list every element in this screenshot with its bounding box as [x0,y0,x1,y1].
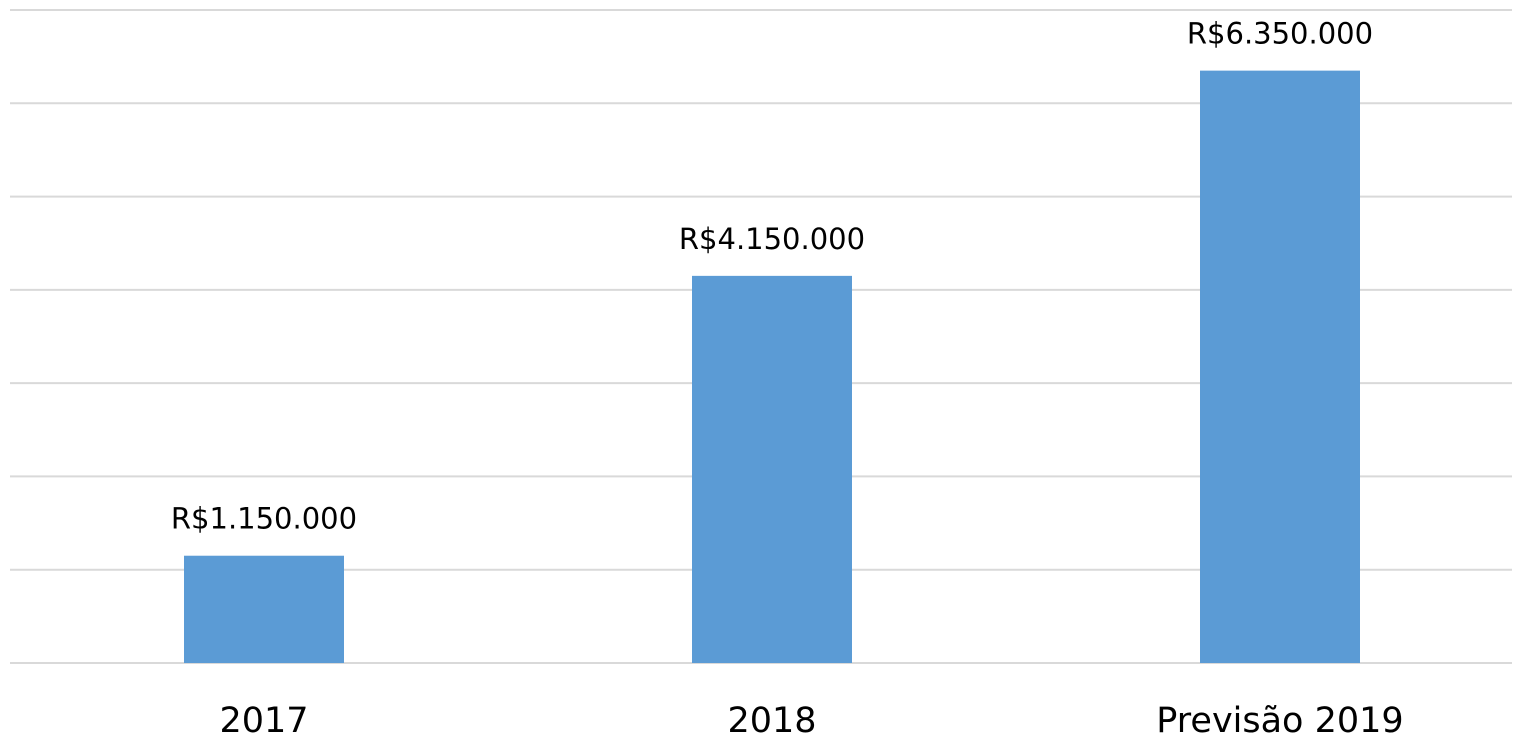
x-tick-label: 2018 [727,701,816,741]
data-label: R$6.350.000 [1187,17,1373,51]
data-label: R$1.150.000 [171,502,357,536]
bar [1200,70,1360,663]
bar [184,555,344,663]
x-tick-label: Previsão 2019 [1156,701,1403,741]
x-tick-label: 2017 [219,701,308,741]
bar [692,275,852,663]
data-label: R$4.150.000 [679,222,865,256]
